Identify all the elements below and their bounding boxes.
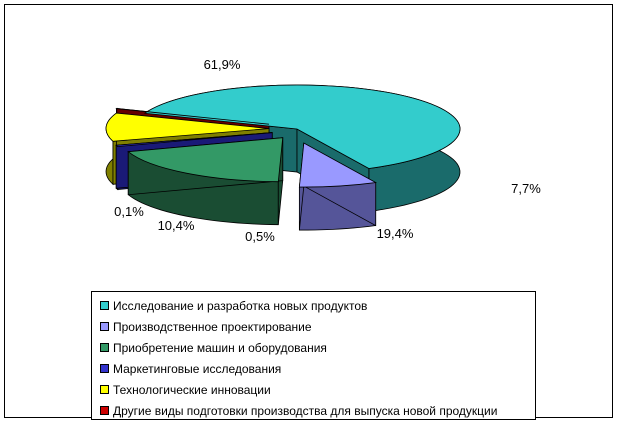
- slice-маркетинговые-исследования: [115, 132, 273, 148]
- data-label-производственное-проектирование: 7,7%: [511, 181, 541, 196]
- slice-производственное-проектирование: [298, 142, 377, 188]
- legend-label: Технологические инновации: [113, 382, 271, 397]
- legend-label: Исследование и разработка новых продукто…: [113, 298, 368, 313]
- legend-label: Производственное проектирование: [113, 319, 312, 334]
- legend-item: Другие виды подготовки производства для …: [100, 400, 535, 421]
- legend-swatch: [100, 364, 109, 373]
- data-label-маркетинговые-исследования: 0,5%: [245, 229, 275, 244]
- legend-swatch: [100, 406, 109, 415]
- legend-swatch: [100, 301, 109, 310]
- legend-swatch: [100, 385, 109, 394]
- slice-приобретение-машин-и-оборудования: [127, 137, 284, 183]
- slice-исследование-и-разработка-новых-продуктов: [143, 84, 461, 169]
- legend-item: Приобретение машин и оборудования: [100, 337, 535, 358]
- data-label-приобретение-машин-и-оборудования: 19,4%: [377, 226, 414, 241]
- legend-item: Маркетинговые исследования: [100, 358, 535, 379]
- legend-item: Исследование и разработка новых продукто…: [100, 295, 535, 316]
- legend: Исследование и разработка новых продукто…: [91, 291, 536, 420]
- pie-chart: 61,9% 7,7% 19,4% 0,5% 10,4% 0,1%: [105, 57, 541, 244]
- data-label-технологические-инновации: 10,4%: [158, 218, 195, 233]
- legend-label: Другие виды подготовки производства для …: [113, 403, 498, 418]
- legend-item: Производственное проектирование: [100, 316, 535, 337]
- data-label-исследование-и-разработка-новых-продуктов: 61,9%: [204, 57, 241, 72]
- chart-area: 61,9% 7,7% 19,4% 0,5% 10,4% 0,1% Исследование…: [4, 4, 613, 420]
- legend-label: Маркетинговые исследования: [113, 361, 282, 376]
- slice-технологические-инновации: [105, 112, 270, 142]
- data-label-другие-виды-подготовки-производства-для-выпуска-новой-продукции: 0,1%: [114, 204, 144, 219]
- slice-другие-виды-подготовки-производства-для-выпуска-новой-продукции: [115, 108, 270, 125]
- legend-label: Приобретение машин и оборудования: [113, 340, 327, 355]
- legend-swatch: [100, 322, 109, 331]
- legend-swatch: [100, 343, 109, 352]
- legend-item: Технологические инновации: [100, 379, 535, 400]
